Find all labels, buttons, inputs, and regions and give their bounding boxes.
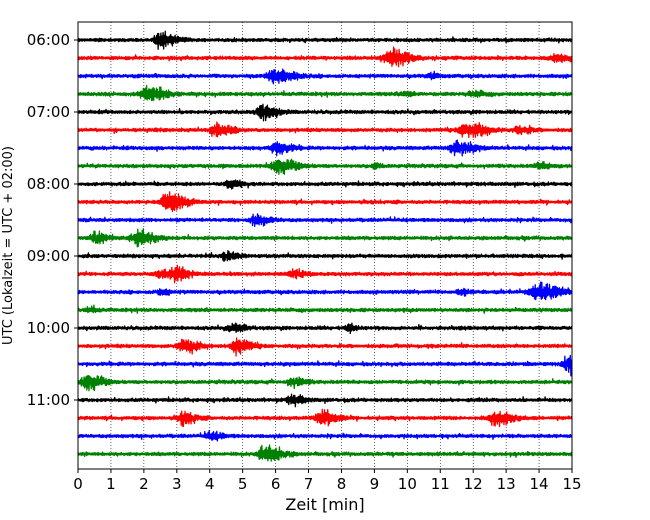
x-tick-label: 3 — [172, 475, 182, 493]
x-tick-label: 11 — [431, 475, 450, 493]
x-tick-label: 10 — [398, 475, 417, 493]
x-tick-label: 14 — [530, 475, 549, 493]
trace-line-0730 — [77, 139, 573, 157]
trace-line-1000 — [77, 322, 573, 335]
y-axis-label: UTC (Lokalzeit = UTC + 02:00) — [1, 146, 16, 345]
x-axis-ticks: 0 1 2 3 4 5 6 7 8 9 10 11 12 13 14 15 — [73, 469, 582, 493]
x-tick-label: 0 — [73, 475, 83, 493]
y-tick-label: 07:00 — [27, 103, 70, 121]
x-tick-label: 6 — [271, 475, 281, 493]
trace-line-1015 — [77, 337, 573, 357]
trace-line-1030 — [77, 354, 573, 377]
y-tick-label: 10:00 — [27, 319, 70, 337]
trace-line-0945 — [77, 304, 573, 314]
x-tick-label: 7 — [304, 475, 314, 493]
x-tick-label: 8 — [337, 475, 347, 493]
trace-line-1130 — [77, 430, 573, 442]
trace-group — [77, 30, 573, 462]
y-tick-label: 11:00 — [27, 391, 70, 409]
trace-line-1100 — [77, 393, 573, 408]
x-tick-label: 12 — [464, 475, 483, 493]
trace-line-0915 — [77, 264, 573, 284]
trace-line-1045 — [77, 374, 573, 392]
x-tick-label: 2 — [139, 475, 149, 493]
trace-line-0615 — [77, 46, 573, 68]
trace-line-0645 — [77, 85, 573, 102]
trace-line-0800 — [77, 179, 573, 190]
y-tick-label: 06:00 — [27, 31, 70, 49]
trace-line-0815 — [77, 191, 573, 212]
x-tick-label: 5 — [238, 475, 248, 493]
trace-line-0630 — [77, 68, 573, 85]
trace-line-1115 — [77, 408, 573, 428]
x-tick-label: 13 — [497, 475, 516, 493]
y-tick-label: 08:00 — [27, 175, 70, 193]
x-tick-label: 1 — [106, 475, 116, 493]
trace-line-0930 — [77, 281, 573, 301]
y-axis-ticks: 06:00 07:00 08:00 09:00 10:00 11:00 — [27, 31, 78, 409]
trace-line-0715 — [77, 121, 573, 139]
x-grid — [110, 22, 540, 469]
trace-line-0700 — [77, 103, 573, 122]
trace-line-0845 — [77, 228, 573, 248]
trace-line-0600 — [77, 30, 573, 50]
trace-line-0745 — [77, 158, 573, 175]
plot-frame — [77, 21, 573, 470]
trace-line-0830 — [77, 213, 573, 228]
x-tick-label: 9 — [370, 475, 380, 493]
trace-line-0900 — [77, 250, 573, 262]
y-tick-label: 09:00 — [27, 247, 70, 265]
x-tick-label: 4 — [205, 475, 215, 493]
x-tick-label: 15 — [562, 475, 581, 493]
trace-line-1145 — [77, 444, 573, 462]
x-axis-label: Zeit [min] — [285, 495, 364, 514]
